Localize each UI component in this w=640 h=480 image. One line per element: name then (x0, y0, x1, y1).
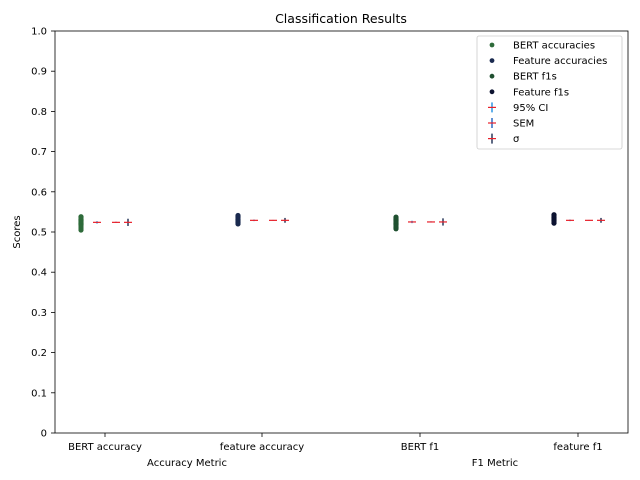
legend-label: Feature accuracies (513, 56, 607, 67)
data-point (235, 212, 241, 219)
y-tick-label: 0.9 (31, 67, 47, 78)
y-tick-label: 0.7 (31, 147, 47, 158)
data-point (393, 214, 399, 220)
legend-marker-dot (489, 73, 495, 79)
data-point (78, 214, 84, 220)
y-axis-ticks: 0 0.1 0.2 0.3 0.4 0.5 0.6 0.7 0.8 0.9 1.0 (31, 27, 55, 440)
plot-frame (54, 30, 629, 434)
legend-label: BERT accuracies (513, 41, 595, 52)
data-point (551, 212, 557, 218)
y-tick-label: 0.6 (31, 187, 47, 198)
group-label-accuracy: Accuracy Metric (147, 458, 227, 469)
legend-label: 95% CI (513, 103, 548, 114)
legend-marker-dot (489, 58, 495, 63)
y-tick-label: 0.8 (31, 107, 47, 118)
legend-label: SEM (513, 119, 534, 130)
x-tick-label: feature f1 (553, 442, 602, 453)
y-tick-label: 0.3 (31, 308, 47, 319)
y-tick-label: 0.2 (31, 348, 47, 359)
legend-label: BERT f1s (513, 72, 557, 83)
chart-title: Classification Results (275, 11, 407, 26)
y-tick-label: 0 (41, 429, 47, 440)
legend-marker-dot (489, 42, 495, 48)
data-points (78, 212, 557, 233)
x-axis-ticks: BERT accuracy feature accuracy BERT f1 feat… (68, 433, 603, 453)
legend-box (476, 35, 623, 150)
x-tick-label: BERT accuracy (68, 442, 142, 453)
error-bars (93, 217, 605, 226)
y-axis-label: Scores (12, 215, 23, 248)
x-tick-label: feature accuracy (220, 442, 304, 453)
y-tick-label: 0.4 (31, 268, 47, 279)
y-tick-label: 0.5 (31, 228, 47, 239)
y-tick-label: 0.1 (31, 388, 47, 399)
group-label-f1: F1 Metric (472, 458, 518, 469)
legend: BERT accuracies Feature accuracies BERT f1… (476, 35, 623, 150)
legend-label: σ (513, 134, 520, 145)
x-tick-label: BERT f1 (401, 442, 440, 453)
legend-label: Feature f1s (513, 87, 569, 98)
legend-marker-dot (489, 89, 495, 95)
y-tick-label: 1.0 (31, 27, 47, 38)
